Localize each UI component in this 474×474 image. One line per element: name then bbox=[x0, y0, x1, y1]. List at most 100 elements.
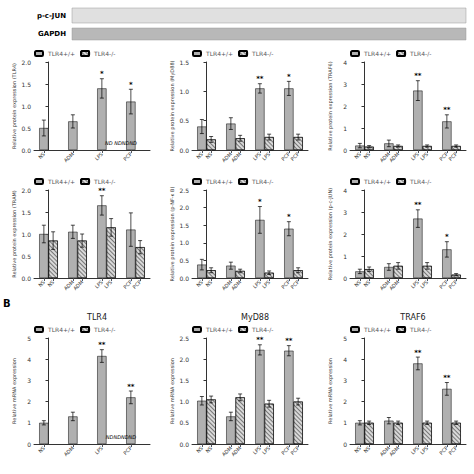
svg-text:0: 0 bbox=[343, 147, 347, 154]
svg-text:PCP: PCP bbox=[289, 151, 300, 162]
svg-text:LPS: LPS bbox=[93, 151, 104, 162]
svg-text:3: 3 bbox=[343, 81, 347, 88]
svg-text:TLR4+/+: TLR4+/+ bbox=[47, 178, 75, 185]
svg-text:4: 4 bbox=[343, 59, 347, 66]
svg-text:0.5: 0.5 bbox=[179, 419, 189, 426]
svg-text:1.0: 1.0 bbox=[179, 88, 189, 95]
svg-text:TLR4-/-: TLR4-/- bbox=[409, 178, 431, 185]
svg-text:**: ** bbox=[414, 349, 422, 357]
svg-text:NS: NS bbox=[362, 279, 371, 288]
svg-text:Relative protein expression (T: Relative protein expression (TRAM) bbox=[11, 190, 18, 278]
svg-text:*: * bbox=[258, 198, 262, 206]
svg-text:1.0: 1.0 bbox=[179, 398, 189, 405]
svg-text:LPS: LPS bbox=[419, 445, 430, 456]
svg-text:GAPDH: GAPDH bbox=[38, 30, 66, 38]
svg-text:**: ** bbox=[98, 341, 106, 349]
svg-text:LPS: LPS bbox=[419, 151, 430, 162]
svg-text:1.0: 1.0 bbox=[21, 103, 31, 110]
svg-text:1.5: 1.5 bbox=[21, 81, 31, 88]
svg-text:1: 1 bbox=[343, 253, 347, 260]
svg-text:TLR4-/-: TLR4-/- bbox=[409, 326, 431, 333]
svg-text:0.0: 0.0 bbox=[21, 275, 31, 282]
svg-text:Relative protein expression (p: Relative protein expression (p-NF-κ B) bbox=[169, 186, 176, 281]
svg-text:ND NDNDND: ND NDNDND bbox=[105, 140, 137, 146]
svg-text:1.0: 1.0 bbox=[179, 239, 189, 246]
svg-text:4: 4 bbox=[27, 356, 31, 363]
svg-text:**: ** bbox=[285, 337, 293, 345]
svg-text:**: ** bbox=[127, 383, 135, 391]
svg-text:PCP: PCP bbox=[289, 279, 300, 290]
svg-text:1.5: 1.5 bbox=[179, 222, 189, 229]
svg-text:p-c-JUN: p-c-JUN bbox=[37, 12, 66, 20]
svg-text:NS: NS bbox=[37, 279, 46, 288]
svg-text:PCP: PCP bbox=[289, 445, 300, 456]
svg-text:NS: NS bbox=[195, 279, 204, 288]
svg-text:TLR4-/-: TLR4-/- bbox=[93, 178, 115, 185]
svg-text:*: * bbox=[445, 233, 449, 241]
svg-text:2.0: 2.0 bbox=[179, 356, 189, 363]
svg-text:*: * bbox=[100, 70, 104, 78]
svg-text:NS: NS bbox=[195, 445, 204, 454]
svg-text:1.5: 1.5 bbox=[21, 209, 31, 216]
svg-text:TRAF6: TRAF6 bbox=[399, 313, 425, 322]
svg-text:PCP: PCP bbox=[447, 445, 458, 456]
svg-text:5: 5 bbox=[343, 335, 347, 342]
svg-text:Relative mRNA expression: Relative mRNA expression bbox=[327, 358, 334, 424]
svg-text:1.0: 1.0 bbox=[21, 231, 31, 238]
svg-text:TLR4-/-: TLR4-/- bbox=[251, 178, 273, 185]
svg-text:PCP: PCP bbox=[447, 279, 458, 290]
svg-text:LPS: LPS bbox=[261, 445, 272, 456]
svg-text:1: 1 bbox=[343, 419, 347, 426]
svg-text:**: ** bbox=[414, 72, 422, 80]
svg-text:LPS: LPS bbox=[103, 279, 114, 290]
svg-text:ADM: ADM bbox=[388, 445, 400, 457]
svg-text:ADM: ADM bbox=[388, 151, 400, 163]
svg-text:LPS: LPS bbox=[261, 151, 272, 162]
svg-text:PCP: PCP bbox=[447, 151, 458, 162]
svg-text:0.0: 0.0 bbox=[179, 441, 189, 448]
svg-text:TLR4-/-: TLR4-/- bbox=[409, 50, 431, 57]
svg-text:NS: NS bbox=[37, 151, 46, 160]
svg-text:3: 3 bbox=[343, 209, 347, 216]
svg-text:ADM: ADM bbox=[72, 279, 84, 291]
svg-text:0.5: 0.5 bbox=[21, 125, 31, 132]
svg-text:ADM: ADM bbox=[230, 279, 242, 291]
svg-text:NS: NS bbox=[353, 279, 362, 288]
svg-text:Relative protein expression (T: Relative protein expression (TRAF6) bbox=[327, 61, 334, 150]
svg-text:2.5: 2.5 bbox=[179, 187, 189, 194]
svg-text:LPS: LPS bbox=[261, 279, 272, 290]
svg-text:2: 2 bbox=[343, 231, 347, 238]
svg-text:NS: NS bbox=[195, 151, 204, 160]
svg-text:4: 4 bbox=[343, 356, 347, 363]
svg-text:1: 1 bbox=[343, 125, 347, 132]
svg-text:TLR4+/+: TLR4+/+ bbox=[205, 50, 233, 57]
svg-text:NS: NS bbox=[353, 151, 362, 160]
svg-text:**: ** bbox=[414, 201, 422, 209]
svg-text:0: 0 bbox=[27, 441, 31, 448]
svg-text:TLR4+/+: TLR4+/+ bbox=[47, 50, 75, 57]
svg-text:TLR4+/+: TLR4+/+ bbox=[47, 326, 75, 333]
svg-text:LPS: LPS bbox=[93, 445, 104, 456]
svg-text:**: ** bbox=[443, 106, 451, 114]
svg-text:NS: NS bbox=[204, 151, 213, 160]
svg-text:**: ** bbox=[98, 187, 106, 195]
svg-text:ADM: ADM bbox=[230, 151, 242, 163]
svg-text:*: * bbox=[287, 73, 291, 81]
svg-text:MyD88: MyD88 bbox=[241, 313, 269, 322]
svg-text:1: 1 bbox=[27, 419, 31, 426]
svg-text:2.0: 2.0 bbox=[179, 204, 189, 211]
svg-text:ADM: ADM bbox=[230, 445, 242, 457]
svg-text:TLR4-/-: TLR4-/- bbox=[251, 326, 273, 333]
svg-text:PCP: PCP bbox=[131, 279, 142, 290]
svg-text:*: * bbox=[287, 213, 291, 221]
svg-text:NS: NS bbox=[37, 445, 46, 454]
svg-text:TLR4-/-: TLR4-/- bbox=[251, 50, 273, 57]
svg-text:ADM: ADM bbox=[63, 151, 75, 163]
svg-text:LPS: LPS bbox=[419, 279, 430, 290]
svg-text:TLR4+/+: TLR4+/+ bbox=[205, 178, 233, 185]
svg-text:1.5: 1.5 bbox=[179, 377, 189, 384]
svg-text:ADM: ADM bbox=[388, 279, 400, 291]
svg-text:Relative protein expression (p: Relative protein expression (p-c-JUN) bbox=[327, 188, 334, 280]
svg-text:2: 2 bbox=[27, 398, 31, 405]
svg-text:NS: NS bbox=[362, 445, 371, 454]
